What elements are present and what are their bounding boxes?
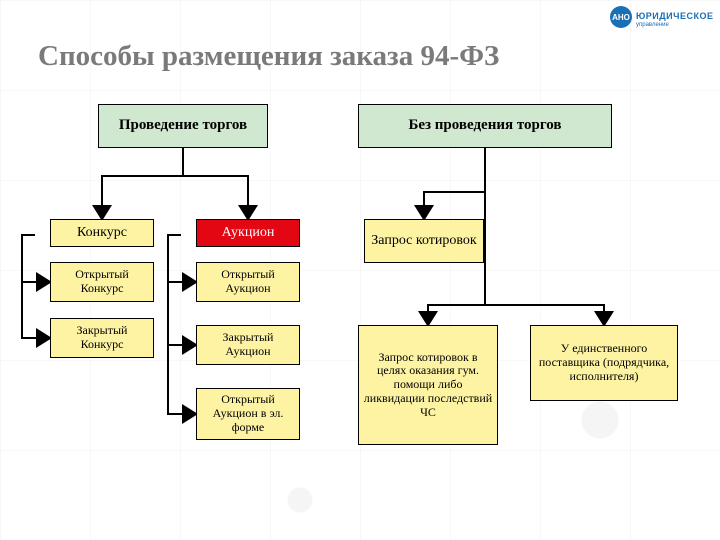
edge-6	[168, 345, 196, 414]
edge-3	[22, 282, 50, 338]
node-konkurs: Конкурс	[50, 219, 154, 247]
edge-7	[424, 148, 485, 219]
node-zapros2: Запрос котировок в целях оказания гум. п…	[358, 325, 498, 445]
edge-1	[183, 176, 248, 219]
node-notorgi: Без проведения торгов	[358, 104, 612, 148]
logo-text-sub: управление	[636, 22, 713, 28]
node-zapros: Запрос котировок	[364, 219, 484, 263]
edge-5	[168, 282, 196, 345]
node-okonk: Открытый Конкурс	[50, 262, 154, 302]
edge-9	[485, 305, 604, 325]
node-edpost: У единственного поставщика (подрядчика, …	[530, 325, 678, 401]
node-eaukc: Открытый Аукцион в эл. форме	[196, 388, 300, 440]
edge-0	[102, 148, 183, 219]
node-zaukc: Закрытый Аукцион	[196, 325, 300, 365]
node-oaukc: Открытый Аукцион	[196, 262, 300, 302]
node-zkonk: Закрытый Конкурс	[50, 318, 154, 358]
logo-text-main: ЮРИДИЧЕСКОЕ	[636, 11, 713, 21]
node-aukcion: Аукцион	[196, 219, 300, 247]
node-torgi: Проведение торгов	[98, 104, 268, 148]
edge-2	[22, 235, 50, 282]
brand-logo: АНО ЮРИДИЧЕСКОЕуправление	[610, 6, 713, 28]
logo-badge: АНО	[610, 6, 632, 28]
edge-4	[168, 235, 196, 282]
page-title: Способы размещения заказа 94-ФЗ	[38, 40, 499, 73]
